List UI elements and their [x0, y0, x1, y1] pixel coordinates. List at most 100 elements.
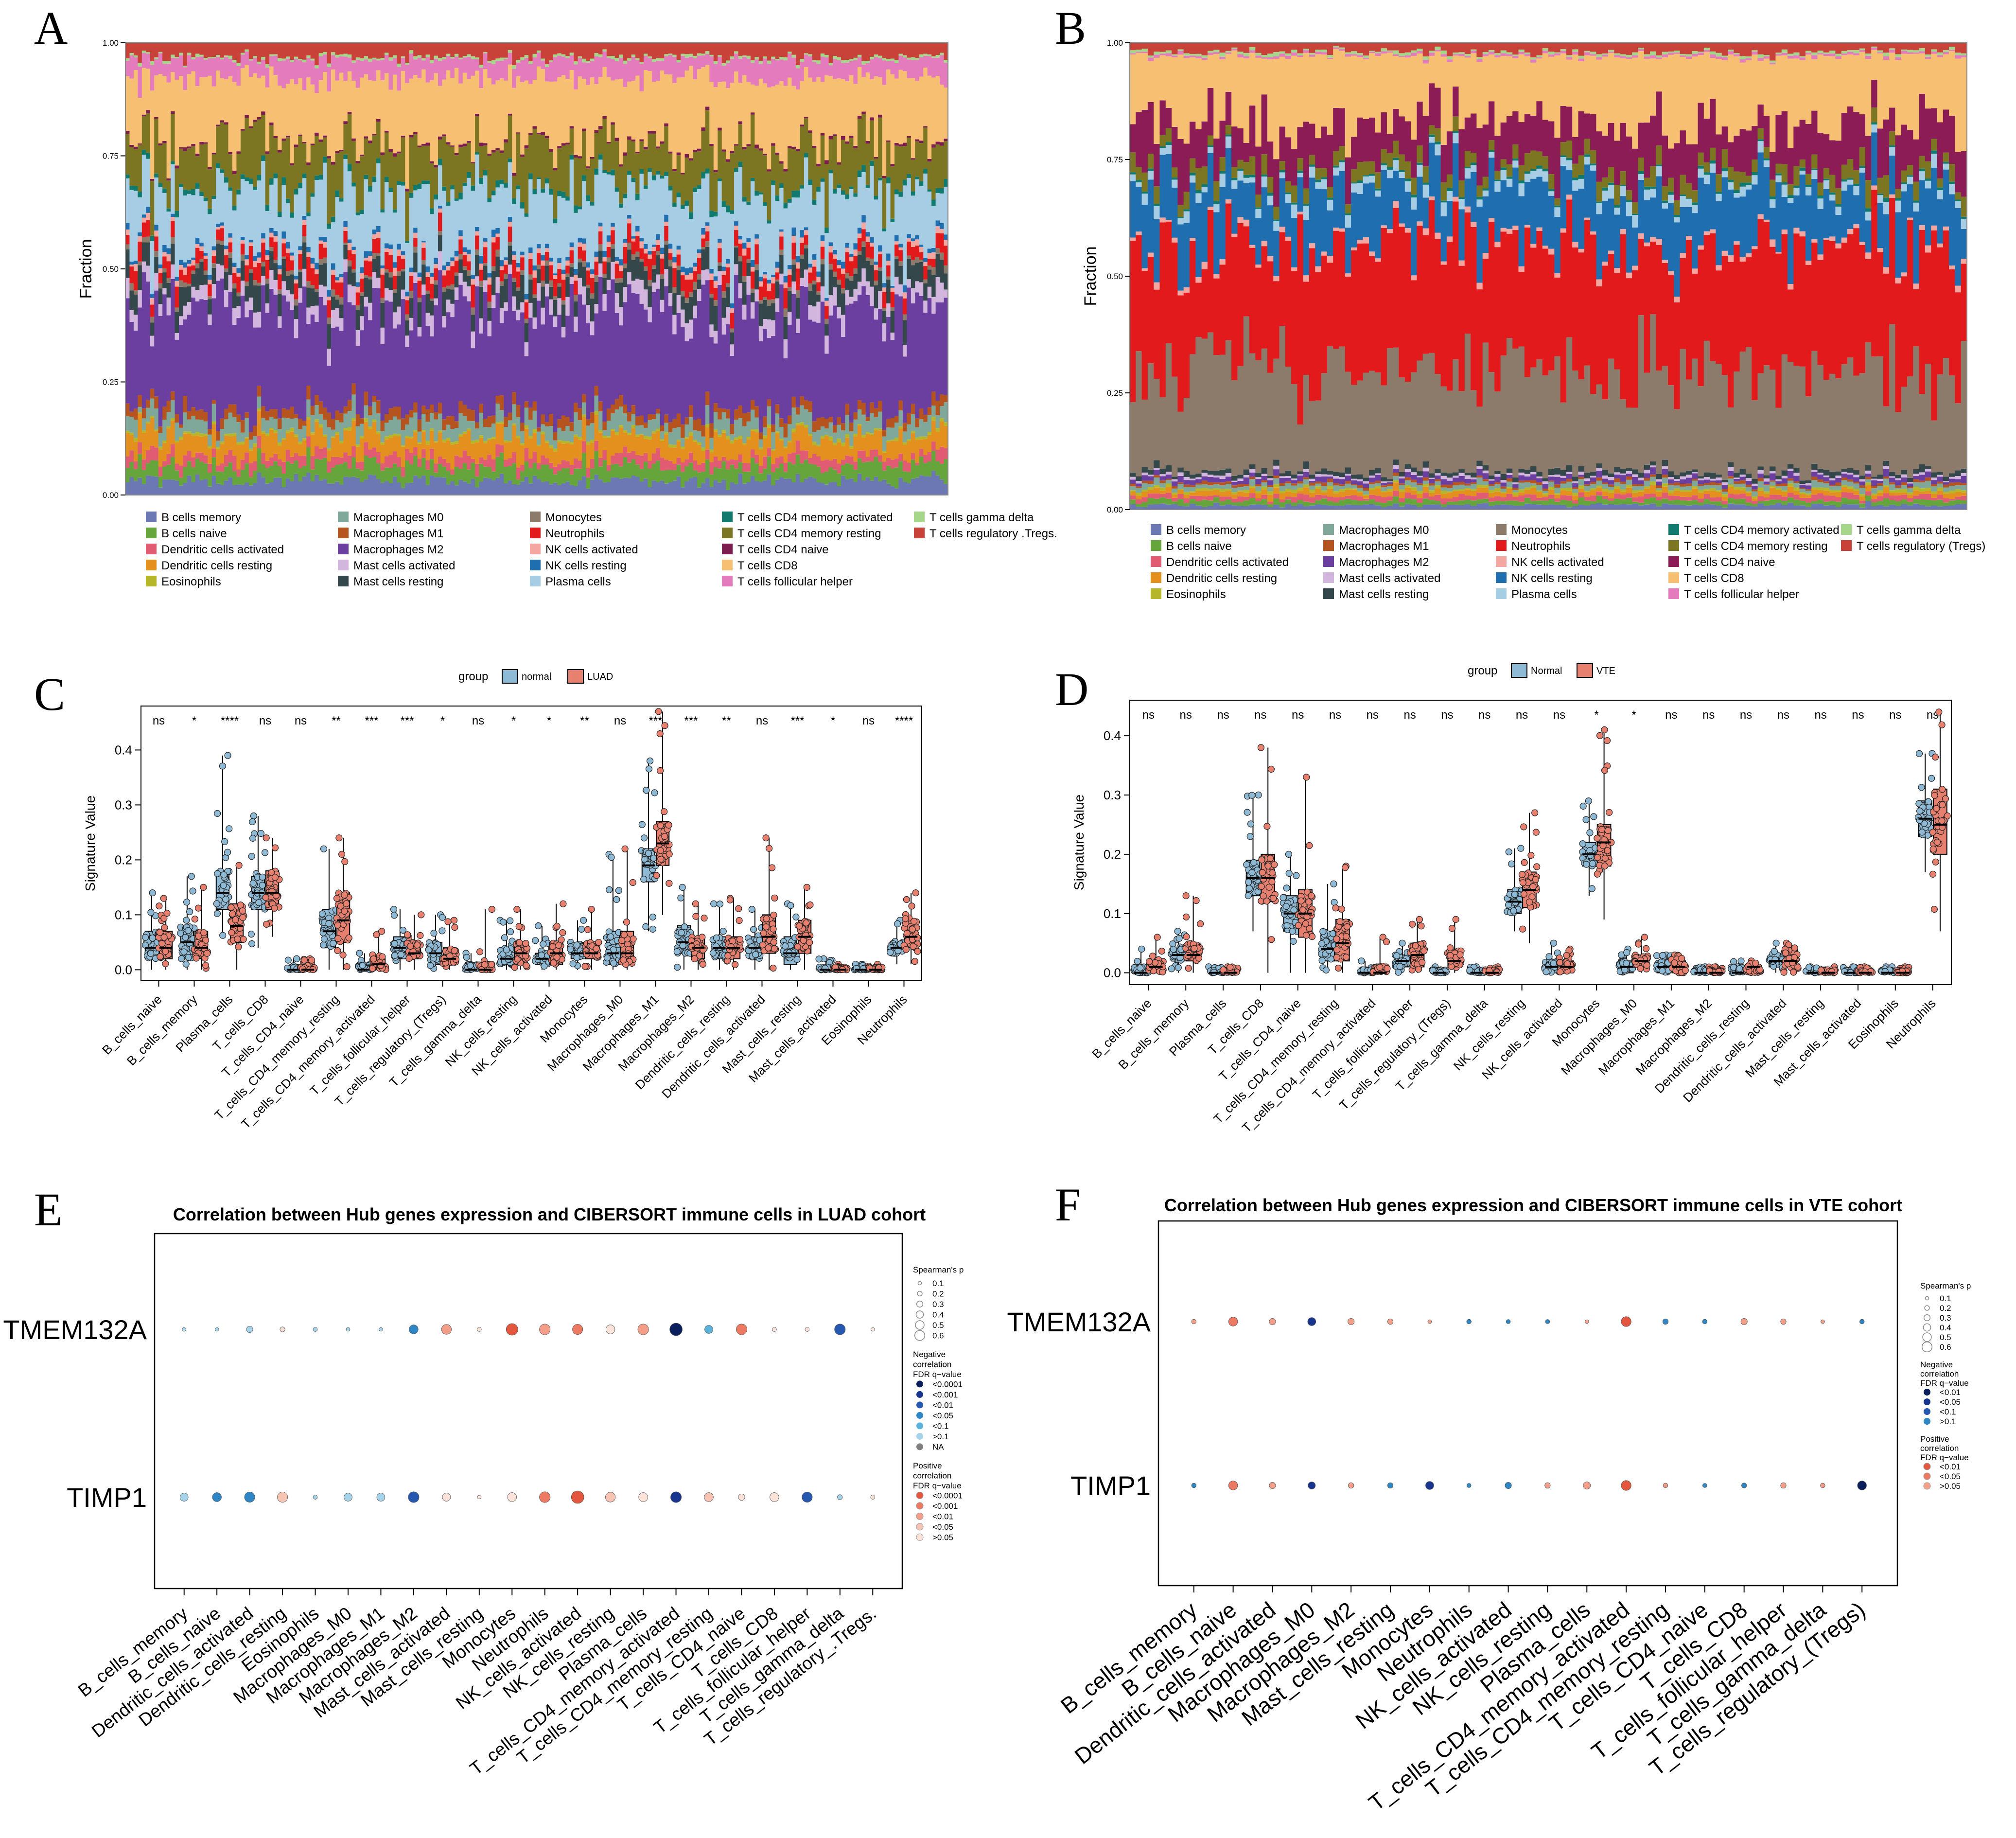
bar-segment [446, 312, 451, 417]
bar-segment [475, 440, 480, 442]
bar-segment [347, 477, 352, 495]
bar-segment [1267, 195, 1274, 206]
bar-segment [528, 280, 533, 303]
bar-segment [656, 245, 661, 251]
bar-segment [462, 182, 467, 186]
bar-segment [1255, 218, 1262, 265]
bar-segment [898, 70, 903, 144]
bar-segment [820, 247, 825, 259]
bar-segment [245, 43, 249, 50]
bar-segment [870, 120, 875, 161]
bar-segment [512, 484, 517, 495]
bar-segment [257, 448, 262, 473]
bar-segment [684, 424, 689, 438]
bar-segment [651, 133, 656, 176]
bar-segment [1231, 43, 1238, 48]
bar-segment [767, 427, 771, 448]
bar-segment [940, 43, 945, 53]
bar-segment [281, 408, 286, 418]
bar-segment [150, 241, 155, 294]
bar-segment [331, 164, 336, 217]
bar-segment [425, 469, 430, 485]
bar-segment [1183, 471, 1190, 477]
bar-segment [368, 279, 373, 303]
bar-segment [578, 156, 582, 159]
bar-segment [804, 67, 808, 117]
bar-segment [421, 43, 426, 58]
bar-segment [495, 277, 500, 293]
bar-segment [820, 56, 825, 82]
bar-segment [730, 440, 735, 443]
bar-segment [376, 226, 381, 232]
bar-segment [750, 60, 755, 63]
bar-segment [718, 127, 722, 131]
bar-segment [1141, 192, 1148, 194]
bar-segment [499, 452, 504, 474]
bar-segment [269, 270, 274, 289]
bar-segment [175, 58, 179, 80]
bar-segment [183, 396, 188, 413]
bar-segment [421, 143, 426, 146]
bar-segment [1154, 468, 1160, 470]
bar-segment [150, 418, 155, 446]
bar-segment [1154, 460, 1160, 468]
bar-segment [853, 243, 858, 250]
bar-segment [133, 191, 138, 261]
bar-segment [857, 177, 862, 228]
bar-segment [236, 444, 241, 470]
bar-segment [302, 59, 307, 63]
bar-segment [582, 238, 587, 244]
bar-segment [668, 190, 673, 244]
bar-segment [133, 481, 138, 495]
bar-segment [886, 279, 891, 303]
bar-segment [409, 267, 414, 272]
bar-segment [746, 247, 751, 259]
bar-segment [401, 255, 405, 259]
bar-segment [1165, 43, 1172, 51]
bar-segment [816, 192, 821, 272]
bar-segment [824, 436, 829, 460]
bar-segment [479, 281, 484, 287]
bar-segment [512, 255, 517, 260]
bar-segment [191, 274, 196, 287]
bar-segment [446, 471, 451, 485]
legend-swatch [146, 528, 157, 538]
bar-segment [154, 230, 159, 237]
bar-segment [1255, 146, 1262, 195]
bar-segment [388, 435, 393, 438]
bar-segment [392, 328, 397, 407]
bar-segment [133, 420, 138, 438]
bar-segment [236, 306, 241, 318]
bar-segment [758, 150, 763, 193]
bar-segment [635, 43, 640, 58]
bar-segment [684, 466, 689, 481]
bar-segment [820, 301, 825, 418]
bar-segment [705, 173, 710, 223]
bar-segment [532, 128, 537, 189]
bar-segment [421, 180, 426, 184]
bar-segment [285, 271, 290, 276]
bar-segment [520, 443, 525, 445]
bar-segment [574, 205, 579, 213]
bar-segment [689, 219, 694, 267]
bar-segment [125, 433, 130, 457]
bar-segment [795, 268, 801, 290]
bar-segment [1130, 402, 1136, 473]
bar-segment [606, 172, 611, 175]
bar-segment [541, 431, 545, 435]
bar-segment [676, 295, 681, 313]
bar-segment [668, 482, 673, 495]
bar-segment [882, 311, 887, 323]
bar-segment [919, 247, 924, 252]
bar-segment [828, 65, 833, 76]
bar-segment [541, 255, 545, 261]
bar-segment [668, 186, 673, 191]
bar-segment [1195, 488, 1202, 491]
bar-segment [520, 202, 525, 209]
bar-segment [347, 260, 352, 266]
bar-segment [651, 292, 656, 415]
bar-segment [898, 250, 903, 262]
bar-segment [178, 316, 184, 325]
bar-segment [1141, 480, 1148, 483]
bar-segment [804, 117, 808, 118]
